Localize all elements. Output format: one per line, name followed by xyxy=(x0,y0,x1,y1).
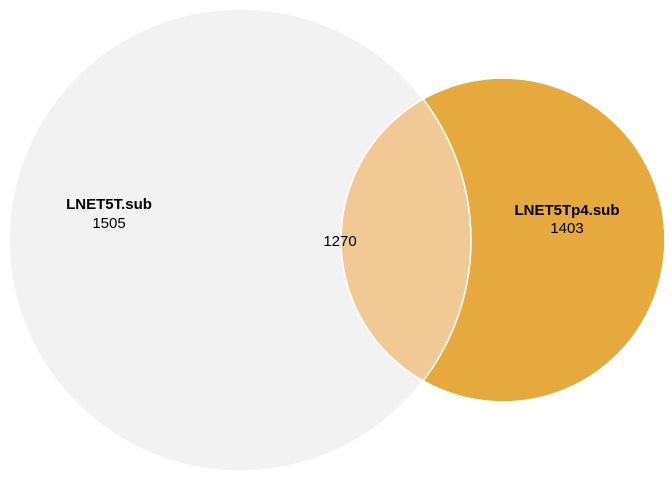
set-outline-lnet5t xyxy=(8,8,472,472)
set-label-lnet5t: LNET5T.sub xyxy=(66,196,152,213)
intersection-count: 1270 xyxy=(323,233,356,250)
set-label-lnet5tp4: LNET5Tp4.sub xyxy=(514,202,619,219)
set-outline-lnet5tp4 xyxy=(340,77,666,403)
set-count-lnet5t: 1505 xyxy=(92,215,125,232)
set-count-lnet5tp4: 1403 xyxy=(550,220,583,237)
